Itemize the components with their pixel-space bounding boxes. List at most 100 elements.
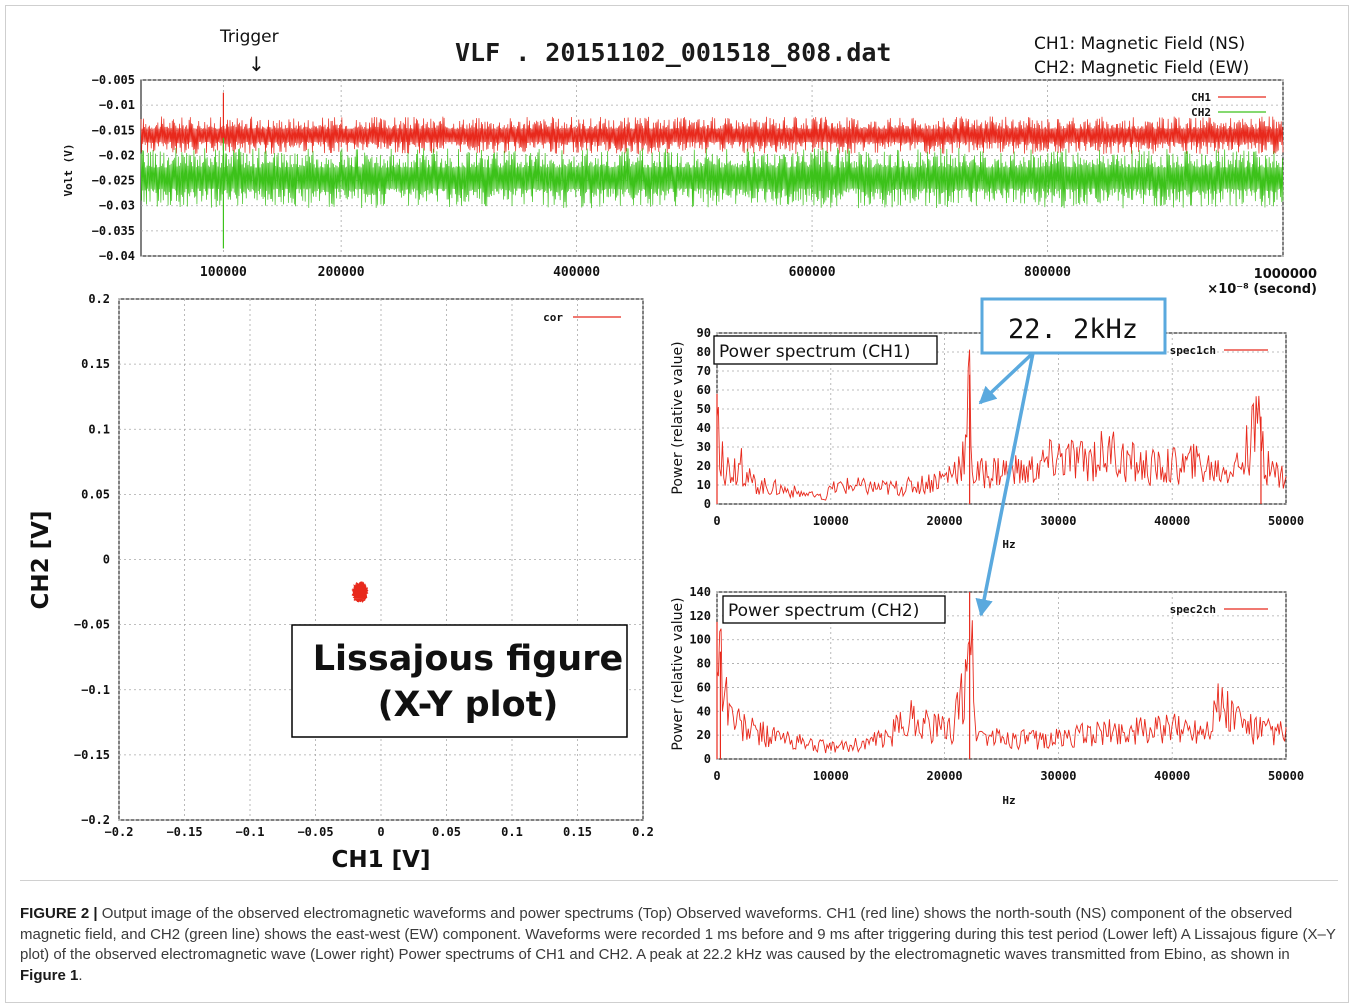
spectrum-ch1-ylabel: Power (relative value) xyxy=(670,341,686,494)
legend-label-cor: cor xyxy=(543,311,563,324)
spectrum-ch2-xtick-label: 40000 xyxy=(1154,769,1190,783)
trace-ch2 xyxy=(141,148,1283,208)
waveform-ytick-label: −0.03 xyxy=(99,199,135,213)
waveform-xtick-label: 400000 xyxy=(553,265,600,280)
lissajous-trace-cor xyxy=(352,582,367,602)
lissajous-ytick-label: −0.15 xyxy=(74,748,110,762)
waveform-ylabel: Volt (V) xyxy=(62,144,75,197)
series-ch1-trace xyxy=(141,93,1283,155)
spectrum-ch1-ytick-label: 20 xyxy=(697,459,711,473)
lissajous-plot: −0.2 −0.15 −0.1 −0.05 0 0.05 0.1 0.15 0.2 0.2 0.15… xyxy=(28,292,654,873)
legend-label-ch2: CH2 xyxy=(1191,106,1211,119)
waveform-ytick-label: −0.035 xyxy=(92,224,135,238)
trigger-arrow-icon: ↓ xyxy=(248,52,265,76)
spectrum-ch1-ytick-label: 0 xyxy=(704,497,711,511)
spectrum-ch2-xlabel: Hz xyxy=(1002,794,1015,807)
lissajous-xtick-label: 0.05 xyxy=(432,825,461,839)
spectrum-ch2-xtick-label: 20000 xyxy=(927,769,963,783)
spectrum-ch1-legend-label: spec1ch xyxy=(1170,344,1216,357)
spectrum-ch2-trace xyxy=(717,620,1286,753)
caption-divider xyxy=(20,880,1338,881)
lissajous-xtick-label: −0.05 xyxy=(297,825,333,839)
lissajous-annotation-line-2: (X-Y plot) xyxy=(378,685,559,725)
lissajous-ytick-label: 0.1 xyxy=(88,422,110,436)
waveform-xtick-label: 600000 xyxy=(789,265,836,280)
spectrum-ch1-ytick-label: 50 xyxy=(697,402,711,416)
caption-label: FIGURE 2 | xyxy=(20,905,98,922)
spectrum-ch1-trace xyxy=(717,350,1286,500)
waveform-xunit-label: ×10⁻⁸ (second) xyxy=(1207,282,1317,297)
caption-text: Output image of the observed electromagn… xyxy=(20,905,1336,963)
spectrum-ch2-ytick-label: 40 xyxy=(697,704,711,718)
spectrum-ch1-title: Power spectrum (CH1) xyxy=(719,342,910,362)
spectrum-ch1-xtick-label: 10000 xyxy=(813,514,849,528)
callout-text: 22. 2kHz xyxy=(1008,314,1138,345)
spectrum-ch1-ytick-label: 10 xyxy=(697,478,711,492)
lissajous-ytick-label: 0 xyxy=(103,553,110,567)
waveform-xtick-label: 200000 xyxy=(318,265,365,280)
waveform-ytick-label: −0.01 xyxy=(99,98,135,112)
spectrum-ch2-ytick-label: 140 xyxy=(689,585,711,599)
spectrum-ch2-plot: 0 20 40 60 80 100 120 140 0 10000 20000 30000 40000 5… xyxy=(670,585,1304,807)
lissajous-xtick-label: −0.15 xyxy=(166,825,202,839)
spectrum-ch1-xtick-label: 0 xyxy=(713,514,720,528)
spectrum-ch2-ytick-label: 80 xyxy=(697,657,711,671)
peak-callout: 22. 2kHz xyxy=(980,299,1165,615)
lissajous-xtick-label: 0 xyxy=(377,825,384,839)
spectrum-ch2-ytick-label: 60 xyxy=(697,680,711,694)
waveform-ytick-label: −0.025 xyxy=(92,174,135,188)
waveform-ytick-label: −0.02 xyxy=(99,148,135,162)
waveform-ytick-label: −0.005 xyxy=(92,73,135,87)
legend-label-ch1: CH1 xyxy=(1191,91,1211,104)
spectrum-ch2-xtick-label: 10000 xyxy=(813,769,849,783)
waveform-plot: VLF . 20151102_001518_808.dat CH1: Magne… xyxy=(62,27,1317,297)
lissajous-grid xyxy=(119,299,643,820)
spectrum-ch1-plot: 01020304050607080900 10000 20000 30000 40000… xyxy=(670,326,1304,551)
lissajous-xlabel: CH1 [V] xyxy=(332,847,431,873)
lissajous-ytick-label: −0.05 xyxy=(74,618,110,632)
spectrum-ch1-xtick-label: 30000 xyxy=(1040,514,1076,528)
spectrum-ch1-ytick-label: 30 xyxy=(697,440,711,454)
figure-canvas: VLF . 20151102_001518_808.dat CH1: Magne… xyxy=(0,0,1354,880)
lissajous-xtick-label: 0.2 xyxy=(632,825,654,839)
caption-end: . xyxy=(78,967,82,984)
lissajous-xtick-label: −0.2 xyxy=(105,825,134,839)
channel-info-line-2: CH2: Magnetic Field (EW) xyxy=(1034,58,1249,78)
spectrum-ch2-ytick-label: 20 xyxy=(697,728,711,742)
spectrum-ch1-xtick-label: 20000 xyxy=(927,514,963,528)
figure-caption: FIGURE 2 | Output image of the observed … xyxy=(20,904,1338,986)
waveform-title: VLF . 20151102_001518_808.dat xyxy=(455,38,892,67)
spectrum-ch2-ytick-label: 120 xyxy=(689,609,711,623)
spectrum-ch2-title: Power spectrum (CH2) xyxy=(728,601,919,621)
waveform-xtick-label: 100000 xyxy=(200,265,247,280)
spectrum-ch1-ytick-label: 60 xyxy=(697,383,711,397)
series-ch2-trace xyxy=(141,138,1283,249)
lissajous-ticks: −0.2 −0.15 −0.1 −0.05 0 0.05 0.1 0.15 0.2 0.2 0.15… xyxy=(74,292,654,839)
lissajous-ytick-label: −0.2 xyxy=(81,813,110,827)
spectrum-ch1-ytick-label: 40 xyxy=(697,421,711,435)
trigger-label: Trigger xyxy=(219,27,279,47)
spectrum-ch1-xtick-label: 40000 xyxy=(1154,514,1190,528)
spectrum-ch2-ylabel: Power (relative value) xyxy=(670,597,686,750)
spectrum-ch1-xlabel: Hz xyxy=(1002,538,1015,551)
spectrum-ch2-xtick-label: 30000 xyxy=(1040,769,1076,783)
lissajous-ytick-label: 0.05 xyxy=(81,487,110,501)
spectrum-ch1-ytick-label: 80 xyxy=(697,345,711,359)
waveform-xtick-label: 800000 xyxy=(1024,265,1071,280)
lissajous-points xyxy=(352,582,367,602)
lissajous-xtick-label: 0.15 xyxy=(563,825,592,839)
spectrum-ch2-legend-label: spec2ch xyxy=(1170,603,1216,616)
waveform-ytick-label: −0.015 xyxy=(92,123,135,137)
lissajous-annotation-line-1: Lissajous figure xyxy=(313,639,623,679)
lissajous-ytick-label: −0.1 xyxy=(81,683,110,697)
lissajous-ytick-label: 0.15 xyxy=(81,357,110,371)
lissajous-ytick-label: 0.2 xyxy=(88,292,110,306)
spectrum-ch2-ytick-label: 100 xyxy=(689,633,711,647)
spectrum-ch1-ytick-label: 90 xyxy=(697,326,711,340)
spectrum-ch1-series xyxy=(717,350,1286,504)
waveform-xunit-value: 1000000 xyxy=(1254,267,1317,282)
lissajous-ylabel: CH2 [V] xyxy=(28,511,54,610)
waveform-ytick-label: −0.04 xyxy=(99,249,135,263)
caption-figure-ref[interactable]: Figure 1 xyxy=(20,967,78,984)
trace-ch1 xyxy=(141,116,1283,154)
